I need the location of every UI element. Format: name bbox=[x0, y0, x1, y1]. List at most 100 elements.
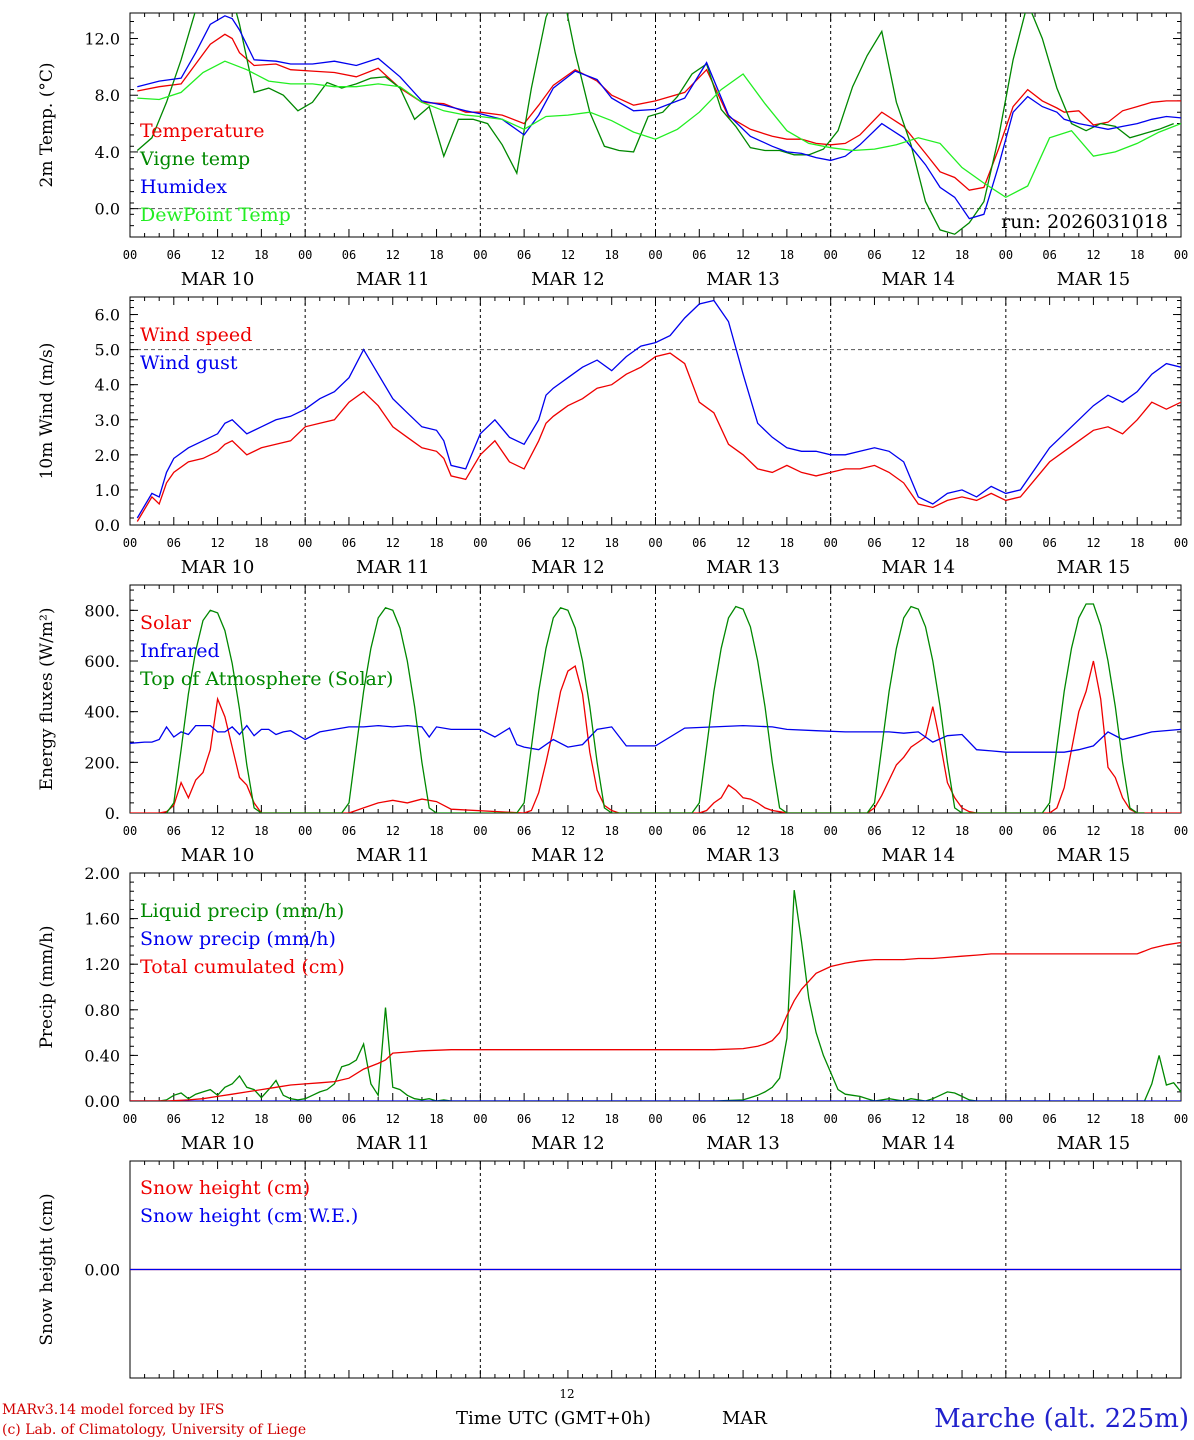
y-tick-label: 4.0 bbox=[95, 376, 120, 395]
x-tick-label: 06 bbox=[867, 1112, 881, 1126]
y-tick-label: 2.0 bbox=[95, 446, 120, 465]
x-tick-label: 12 bbox=[210, 536, 224, 550]
y-axis-title: Precip (mm/h) bbox=[37, 925, 57, 1048]
series-line-solar bbox=[130, 660, 1181, 813]
legend-entry: Snow precip (mm/h) bbox=[140, 928, 336, 950]
x-tick-label: 18 bbox=[1130, 248, 1144, 262]
x-tick-label: 00 bbox=[648, 536, 662, 550]
x-tick-label: 12 bbox=[386, 536, 400, 550]
day-label: MAR 10 bbox=[181, 269, 255, 290]
x-tick-label: 06 bbox=[692, 536, 706, 550]
y-tick-label: 600. bbox=[84, 652, 120, 671]
x-tick-label: 12 bbox=[736, 536, 750, 550]
x-tick-label: 18 bbox=[955, 536, 969, 550]
x-tick-label: 12 bbox=[561, 536, 575, 550]
x-tick-label: 18 bbox=[1130, 1112, 1144, 1126]
panel-1 bbox=[129, 12, 1182, 238]
x-tick-label: 06 bbox=[167, 248, 181, 262]
x-tick-label: 12 bbox=[1086, 824, 1100, 838]
legend-entry: Liquid precip (mm/h) bbox=[140, 900, 344, 922]
x-tick-label: 18 bbox=[604, 536, 618, 550]
series-line-total-cumulated-cm bbox=[130, 941, 1181, 1101]
x-tick-label: 18 bbox=[254, 824, 268, 838]
legend-entry: Wind gust bbox=[140, 352, 238, 374]
day-label: MAR 11 bbox=[356, 269, 430, 290]
lab-credit: (c) Lab. of Climatology, University of L… bbox=[2, 1422, 306, 1438]
y-tick-label: 0.00 bbox=[84, 1092, 120, 1111]
series-group bbox=[130, 890, 1181, 1101]
legend-entry: Infrared bbox=[140, 640, 220, 662]
y-tick-label: 400. bbox=[84, 703, 120, 722]
legend-entry: Snow height (cm W.E.) bbox=[140, 1205, 358, 1227]
day-label: MAR 14 bbox=[881, 845, 955, 866]
x-tick-label: 06 bbox=[1042, 536, 1056, 550]
x-tick-label: 12 bbox=[736, 1112, 750, 1126]
y-tick-label: 5.0 bbox=[95, 341, 120, 360]
x-tick-label: 18 bbox=[429, 824, 443, 838]
x-tick-label: 12 bbox=[911, 536, 925, 550]
day-label: MAR 13 bbox=[706, 1133, 780, 1154]
x-tick-label: 00 bbox=[473, 824, 487, 838]
day-label: MAR 15 bbox=[1057, 269, 1131, 290]
x-tick-label: 00 bbox=[298, 824, 312, 838]
y-axis-title: Energy fluxes (W/m²) bbox=[37, 608, 57, 791]
day-label: MAR 13 bbox=[706, 557, 780, 578]
series-group bbox=[130, 603, 1181, 813]
x-tick-label: 12 bbox=[210, 824, 224, 838]
panel-3 bbox=[129, 584, 1182, 814]
day-label: MAR 15 bbox=[1057, 557, 1131, 578]
legend-entry: Wind speed bbox=[140, 324, 252, 346]
y-tick-label: 0.0 bbox=[95, 516, 120, 535]
y-tick-label: 0.80 bbox=[84, 1001, 120, 1020]
x-tick-label: 12 bbox=[561, 248, 575, 262]
x-tick-label: 18 bbox=[604, 824, 618, 838]
x-tick-label: 12 bbox=[1086, 248, 1100, 262]
day-label: MAR 12 bbox=[531, 845, 605, 866]
y-tick-label: 6.0 bbox=[95, 306, 120, 325]
x-tick-label: 18 bbox=[604, 1112, 618, 1126]
model-credit: MARv3.14 model forced by IFS bbox=[2, 1402, 224, 1418]
day-label: MAR 10 bbox=[181, 557, 255, 578]
x-tick-label: 12 bbox=[911, 824, 925, 838]
legend-entry: Total cumulated (cm) bbox=[140, 956, 345, 978]
x-tick-label: 00 bbox=[123, 248, 137, 262]
legend-entry: Solar bbox=[140, 612, 192, 634]
x-tick-label: 00 bbox=[648, 824, 662, 838]
x-tick-label: 06 bbox=[342, 248, 356, 262]
legend-entry: Temperature bbox=[140, 120, 264, 142]
x-tick-label: 00 bbox=[823, 536, 837, 550]
x-tick-label: 06 bbox=[692, 1112, 706, 1126]
x-tick-label: 18 bbox=[604, 248, 618, 262]
y-tick-label: 0.0 bbox=[95, 200, 120, 219]
x-tick-label: 18 bbox=[429, 248, 443, 262]
x-tick-label: 06 bbox=[1042, 248, 1056, 262]
y-tick-label: 3.0 bbox=[95, 411, 120, 430]
x-tick-label: 12 bbox=[386, 248, 400, 262]
y-tick-label: 0.40 bbox=[84, 1046, 120, 1065]
day-label: MAR 10 bbox=[181, 845, 255, 866]
x-tick-label: 00 bbox=[823, 824, 837, 838]
y-axis-title: 2m Temp. (°C) bbox=[37, 62, 57, 187]
x-tick-label: 12 bbox=[386, 1112, 400, 1126]
x-tick-label: 18 bbox=[429, 1112, 443, 1126]
series-line-temperature bbox=[137, 33, 1181, 191]
y-tick-label: 4.0 bbox=[95, 143, 120, 162]
x-tick-label: 06 bbox=[342, 824, 356, 838]
day-label: MAR 11 bbox=[356, 845, 430, 866]
day-label: MAR 12 bbox=[531, 1133, 605, 1154]
y-tick-label: 1.0 bbox=[95, 481, 120, 500]
x-tick-label: 00 bbox=[648, 248, 662, 262]
x-tick-label: 00 bbox=[473, 1112, 487, 1126]
x-tick-label: 06 bbox=[692, 248, 706, 262]
x-tick-label: 00 bbox=[298, 1112, 312, 1126]
x-tick-label: 00 bbox=[1174, 1112, 1188, 1126]
x-tick-label: 00 bbox=[1174, 536, 1188, 550]
x-tick-label: 06 bbox=[342, 1112, 356, 1126]
x-tick-label: 00 bbox=[999, 248, 1013, 262]
x-tick-label: 18 bbox=[254, 1112, 268, 1126]
x-tick-label: 06 bbox=[167, 536, 181, 550]
x-tick-label: 00 bbox=[298, 536, 312, 550]
y-tick-label: 1.60 bbox=[84, 910, 120, 929]
legend-entry: Snow height (cm) bbox=[140, 1177, 310, 1199]
y-tick-label: 12.0 bbox=[84, 30, 120, 49]
